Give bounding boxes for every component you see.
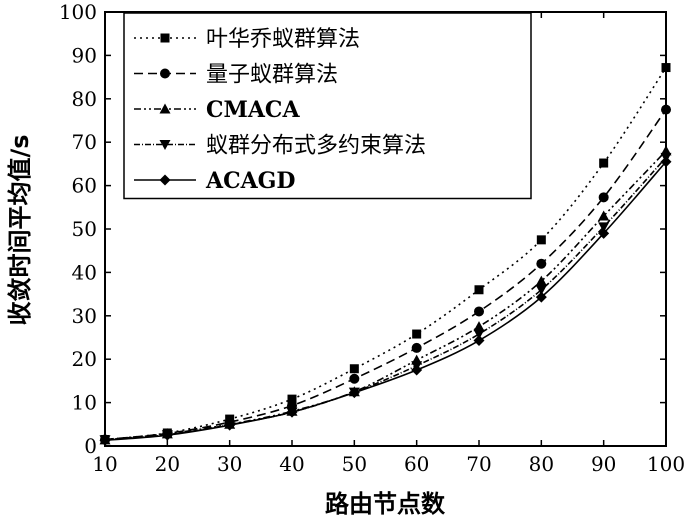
data-point: [412, 329, 422, 339]
legend-box: [123, 12, 532, 200]
data-point: [535, 275, 547, 286]
y-tick-label: 0: [84, 434, 97, 458]
data-point: [349, 373, 360, 384]
legend-label: CMACA: [206, 97, 300, 123]
data-point: [536, 258, 547, 269]
y-tick-label: 40: [72, 260, 97, 284]
x-tick-label: 20: [155, 452, 180, 476]
legend-marker: [159, 140, 171, 150]
x-tick-label: 90: [591, 452, 616, 476]
y-tick-label: 50: [72, 217, 97, 241]
y-tick-label: 80: [72, 87, 97, 111]
legend-label: 叶华乔蚁群算法: [206, 27, 360, 52]
plot-area: [99, 63, 672, 446]
x-tick-label: 100: [647, 452, 685, 476]
y-tick-label: 30: [72, 304, 97, 328]
x-tick-label: 50: [342, 452, 367, 476]
legend-marker: [159, 103, 171, 114]
data-point: [411, 342, 422, 353]
data-point: [598, 192, 609, 203]
series-5: [99, 156, 672, 446]
x-axis-title: 路由节点数: [325, 490, 446, 518]
legend-label: ACAGD: [205, 168, 296, 194]
data-point: [598, 222, 610, 233]
data-point: [474, 285, 484, 295]
x-tick-label: 10: [92, 452, 117, 476]
data-point: [598, 210, 610, 221]
data-point: [474, 306, 484, 317]
data-point: [349, 364, 359, 374]
y-tick-label: 20: [72, 347, 97, 371]
data-point: [535, 285, 547, 296]
series-line: [104, 161, 667, 442]
y-tick-label: 90: [72, 43, 97, 67]
data-point: [473, 329, 485, 340]
legend-marker: [159, 174, 171, 186]
x-tick-label: 70: [466, 452, 491, 476]
data-point: [598, 227, 610, 239]
data-point: [286, 406, 298, 418]
series-line: [104, 156, 667, 441]
data-point: [411, 364, 423, 376]
legend-marker: [160, 68, 170, 79]
axes: 10 20 30 40 50 60 70 80 90 1000102030405060708090…: [59, 0, 685, 476]
data-point: [287, 394, 297, 404]
x-tick-label: 30: [217, 452, 242, 476]
data-point: [161, 429, 173, 441]
x-tick-label: 80: [529, 452, 554, 476]
series-line: [104, 109, 667, 441]
y-axis-title: 收敛时间平均值/s: [6, 134, 34, 325]
data-point: [535, 291, 547, 303]
legend-label: 蚁群分布式多约束算法: [206, 134, 426, 159]
data-point: [473, 321, 485, 332]
data-point: [224, 419, 236, 431]
data-point: [473, 335, 485, 347]
x-tick-label: 60: [404, 452, 429, 476]
y-tick-label: 100: [59, 0, 97, 24]
legend-marker: [160, 33, 170, 43]
data-point: [348, 387, 360, 399]
y-tick-label: 70: [72, 130, 97, 154]
data-point: [536, 235, 546, 245]
legend-label: 量子蚁群算法: [206, 63, 338, 88]
y-tick-label: 10: [72, 391, 97, 415]
data-point: [599, 158, 609, 168]
y-tick-label: 60: [72, 174, 97, 198]
x-tick-label: 40: [279, 452, 304, 476]
